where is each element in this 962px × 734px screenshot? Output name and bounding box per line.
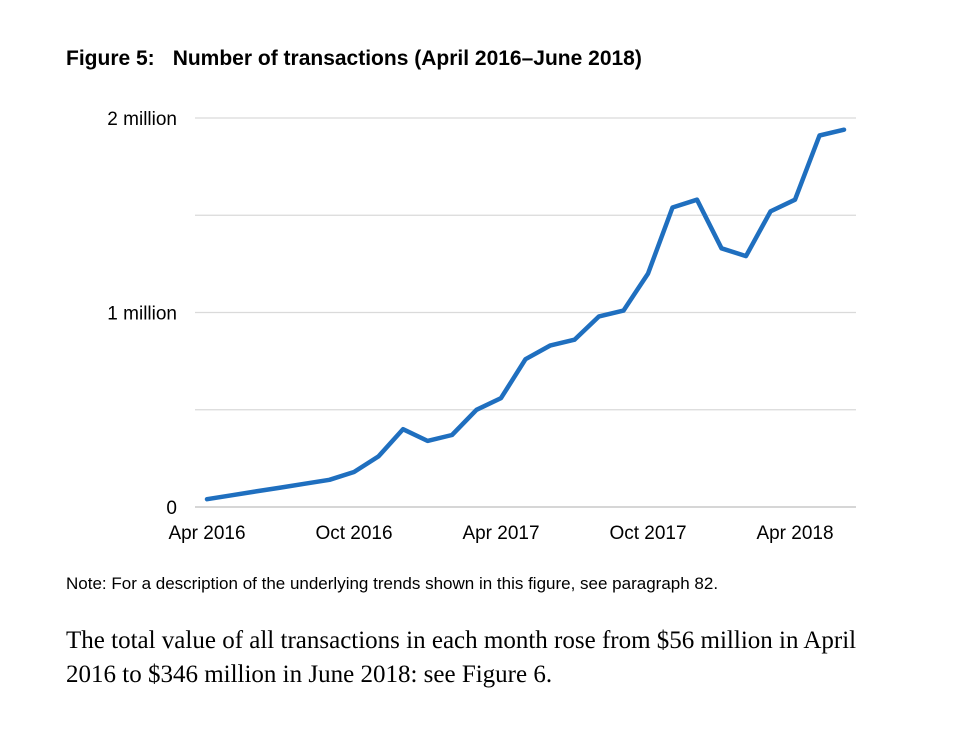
y-tick-label: 1 million [107,304,177,325]
figure-title-text: Number of transactions (April 2016–June … [172,47,642,70]
x-tick-label: Oct 2016 [315,523,392,544]
figure-title: Figure 5: Number of transactions (April 2… [66,47,642,71]
y-tick-label: 2 million [107,109,177,130]
figure-note: Note: For a description of the underlyin… [66,574,719,593]
y-tick-label: 0 [166,498,177,519]
x-tick-label: Apr 2016 [168,523,245,544]
x-tick-label: Apr 2017 [462,523,539,544]
x-tick-label: Apr 2018 [756,523,833,544]
body-paragraph: The total value of all transactions in e… [66,627,857,688]
line-chart: 0 1 million 2 million Apr 2016 Oct 2016 Apr 2… [107,109,856,544]
x-tick-label: Oct 2017 [609,523,686,544]
figure-label: Figure 5: [66,47,155,70]
series-line [204,127,847,502]
